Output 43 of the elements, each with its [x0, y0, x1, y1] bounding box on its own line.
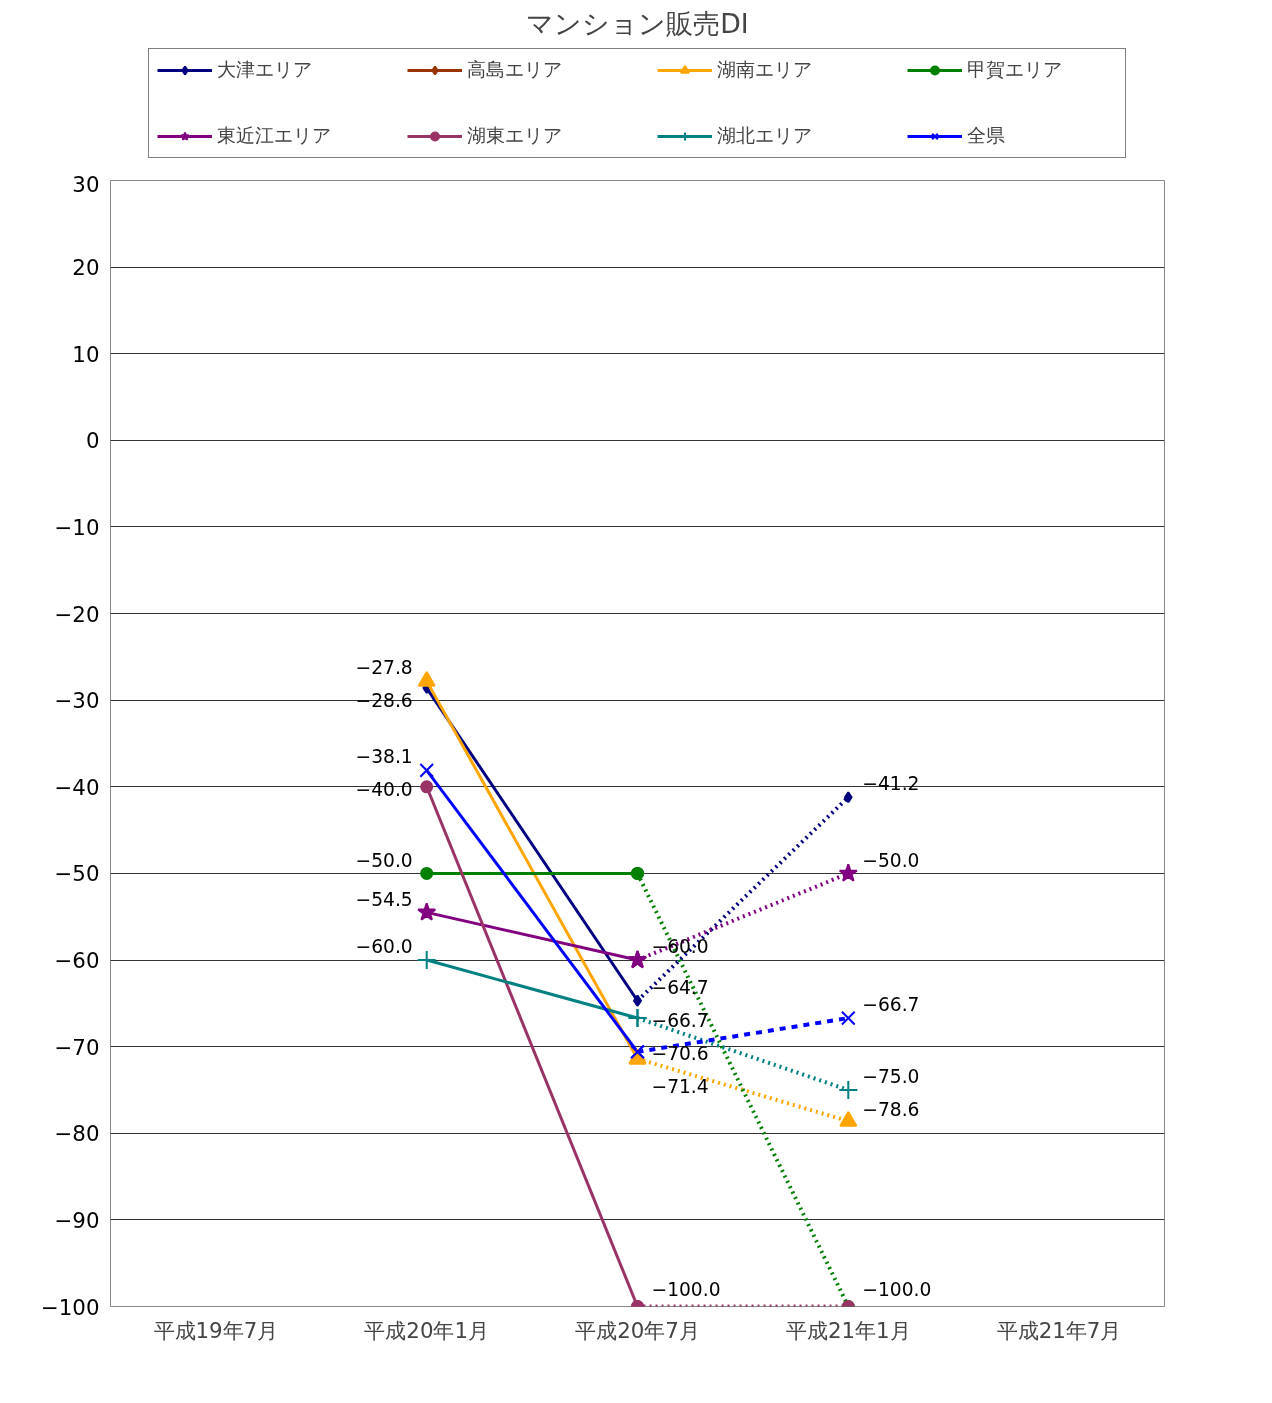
- data-label: −71.4: [651, 1075, 709, 1097]
- data-label: −75.0: [862, 1066, 920, 1088]
- legend-label: 大津エリア: [217, 58, 313, 82]
- data-label: −100.0: [862, 1279, 932, 1301]
- y-tick-label: 30: [72, 171, 100, 197]
- data-label: −78.6: [862, 1099, 920, 1121]
- data-label: −27.8: [355, 657, 413, 679]
- data-label: −66.7: [651, 1009, 709, 1031]
- y-tick-label: −100: [40, 1294, 100, 1320]
- x-tick-label: 平成21年1月: [785, 1317, 911, 1343]
- legend-label: 湖北エリア: [717, 124, 813, 148]
- legend-label: 東近江エリア: [217, 124, 332, 148]
- y-tick-label: 20: [72, 255, 100, 281]
- data-label: −60.0: [355, 936, 413, 958]
- legend-label: 全県: [967, 124, 1006, 148]
- legend-label: 湖南エリア: [717, 58, 813, 82]
- y-tick-label: −80: [54, 1121, 100, 1147]
- legend-label: 高島エリア: [467, 58, 563, 82]
- data-label: −100.0: [651, 1279, 721, 1301]
- x-tick-label: 平成19年7月: [153, 1317, 279, 1343]
- x-tick-label: 平成20年7月: [575, 1317, 700, 1343]
- data-label: −50.0: [355, 849, 413, 871]
- data-label: −38.1: [355, 746, 413, 768]
- y-tick-label: −40: [54, 774, 100, 800]
- y-tick-label: −30: [54, 688, 100, 714]
- data-label: −54.5: [355, 888, 413, 910]
- y-tick-label: −90: [54, 1207, 100, 1233]
- y-tick-label: 10: [72, 341, 100, 367]
- x-tick-label: 平成21年7月: [996, 1317, 1122, 1343]
- y-tick-label: −20: [54, 601, 100, 627]
- legend-label: 湖東エリア: [467, 124, 563, 148]
- y-tick-label: −70: [54, 1034, 100, 1060]
- y-tick-label: −60: [54, 948, 100, 974]
- legend-label: 甲賀エリア: [967, 58, 1063, 82]
- x-tick-label: 平成20年1月: [364, 1317, 490, 1343]
- y-tick-label: 0: [85, 428, 100, 454]
- y-tick-label: −50: [54, 861, 100, 887]
- data-label: −66.7: [862, 994, 920, 1016]
- y-tick-label: −10: [54, 514, 100, 540]
- data-label: −70.6: [651, 1042, 709, 1064]
- data-label: −50.0: [862, 849, 920, 871]
- data-label: −64.7: [651, 976, 709, 998]
- chart-title: マンション販売DI: [526, 7, 749, 39]
